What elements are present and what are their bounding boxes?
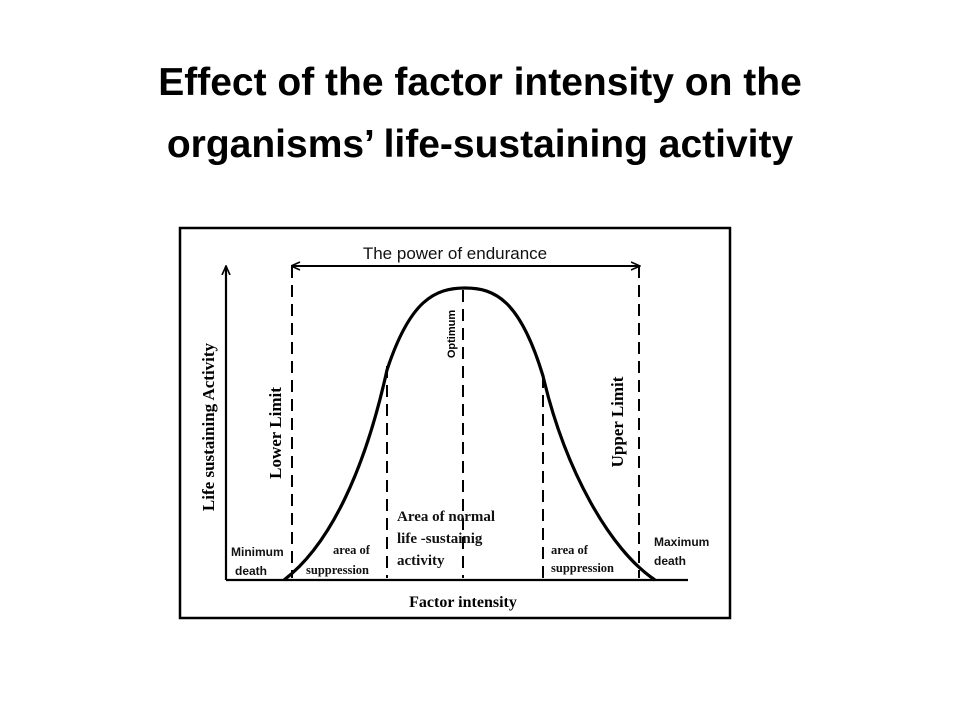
left-suppression-label: area of suppression bbox=[306, 543, 373, 577]
slide-title: Effect of the factor intensity on the or… bbox=[0, 52, 960, 176]
tolerance-curve bbox=[283, 286, 656, 582]
x-axis-label: Factor intensity bbox=[409, 594, 517, 611]
right-suppression-label: area of suppression bbox=[551, 543, 614, 575]
minimum-death-label: Minimum death bbox=[231, 545, 287, 578]
upper-limit-label: Upper Limit bbox=[608, 376, 627, 467]
optimum-label: Optimum bbox=[446, 310, 458, 358]
maximum-death-label: Maximum death bbox=[654, 535, 713, 568]
y-axis-label: Life sustaining Activity bbox=[199, 342, 218, 511]
title-line-1: Effect of the factor intensity on the bbox=[158, 61, 802, 104]
endurance-label: The power of endurance bbox=[363, 244, 547, 263]
title-line-2: organisms’ life-sustaining activity bbox=[166, 123, 794, 166]
normal-activity-label: Area of normal life -sustainig activity bbox=[397, 509, 499, 569]
lower-limit-label: Lower Limit bbox=[266, 387, 285, 479]
diagram-frame bbox=[178, 226, 732, 620]
